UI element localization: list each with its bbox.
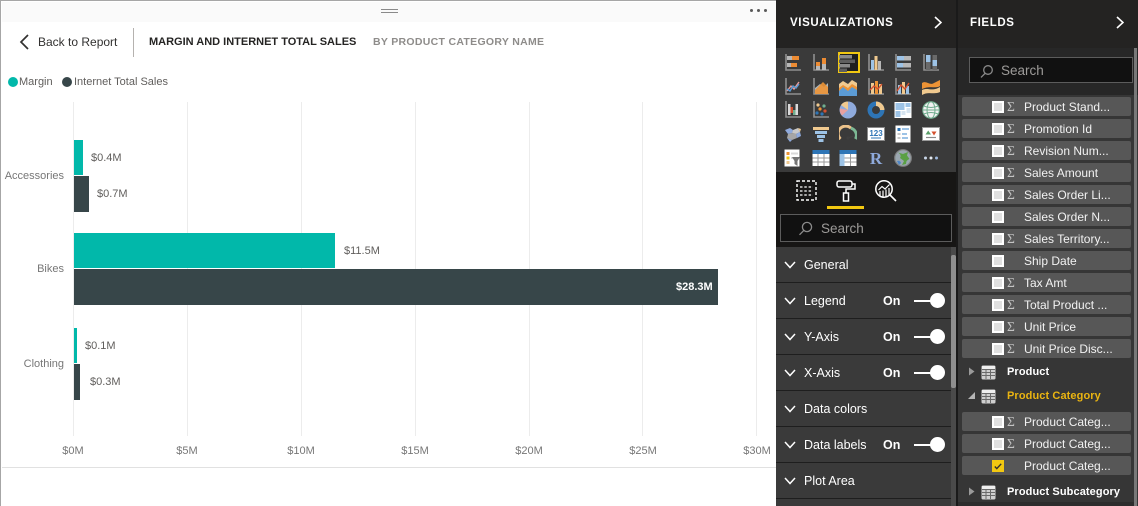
svg-text:R: R <box>869 149 882 167</box>
svg-text:123: 123 <box>869 129 883 138</box>
